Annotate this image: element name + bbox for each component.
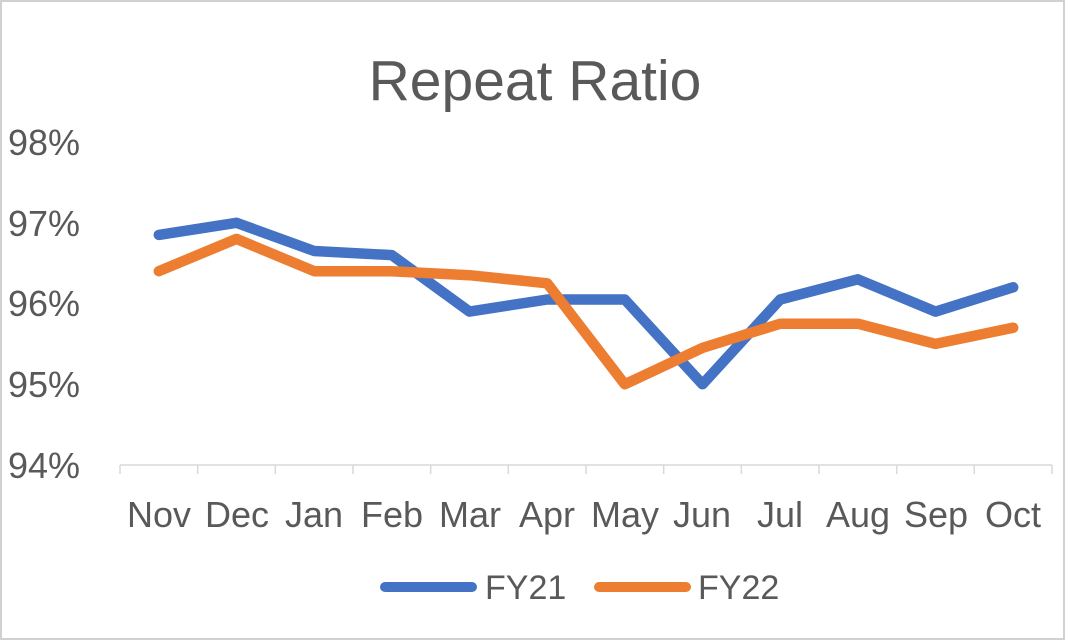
x-axis-tick-label: May [591,494,659,535]
x-axis-tick-label: Feb [361,494,423,535]
x-axis-tick-label: Oct [985,494,1041,535]
y-axis-tick-label: 96% [8,283,80,324]
fy21-legend-label: FY21 [485,569,566,607]
fy22-legend-label: FY22 [698,569,779,607]
x-axis-tick-label: Apr [519,494,575,535]
y-axis-tick-label: 95% [8,364,80,405]
fy22-line-series [153,233,1019,390]
y-axis-tick-label: 97% [8,203,80,244]
y-axis-tick-label: 94% [8,445,80,486]
fy21-legend-swatch [380,582,477,592]
fy22-legend-swatch [594,582,691,592]
x-axis-tick-label: Nov [127,494,191,535]
x-axis-tick-label: Mar [439,494,501,535]
x-axis-tick-label: Aug [826,494,890,535]
chart-title: Repeat Ratio [369,49,702,113]
x-axis-tick-label: Jan [285,494,343,535]
x-axis-tick-label: Dec [205,494,269,535]
y-axis-tick-label: 98% [8,122,80,163]
legend: FY21 FY22 [380,569,779,607]
x-axis-tick-label: Jun [673,494,731,535]
x-axis-line [119,464,1053,474]
fy21-line-series [153,217,1019,390]
x-axis-tick-label: Sep [904,494,968,535]
x-axis-tick-label: Jul [757,494,803,535]
